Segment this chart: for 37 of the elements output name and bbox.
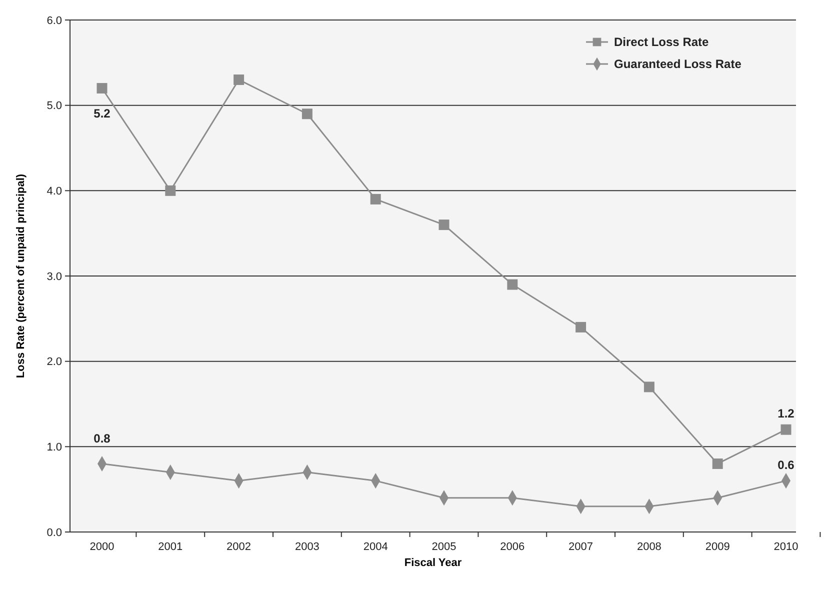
point bbox=[302, 108, 312, 120]
point bbox=[370, 194, 381, 204]
x-tick-label: 2001 bbox=[158, 541, 183, 553]
y-tick-label: 0.0 bbox=[46, 526, 62, 539]
point bbox=[438, 220, 450, 230]
point bbox=[165, 185, 176, 196]
x-tick-label: 2009 bbox=[705, 541, 730, 553]
data-label: 0.8 bbox=[94, 432, 111, 446]
data-label: 0.6 bbox=[778, 458, 795, 472]
x-tick-label: 2006 bbox=[500, 541, 525, 553]
y-tick-label: 3.0 bbox=[46, 270, 62, 283]
y-tick-label: 6.0 bbox=[46, 14, 62, 27]
y-axis-title: Loss Rate (percent of unpaid principal) bbox=[15, 174, 27, 378]
point bbox=[96, 83, 108, 94]
x-axis-title: Fiscal Year bbox=[404, 557, 462, 569]
x-tick-label: 2008 bbox=[636, 541, 662, 553]
data-label: 1.2 bbox=[778, 406, 795, 421]
point bbox=[780, 424, 792, 435]
x-tick-label: 2004 bbox=[363, 541, 388, 553]
y-tick-label: 1.0 bbox=[46, 442, 62, 454]
point bbox=[234, 74, 244, 85]
point bbox=[507, 279, 518, 290]
point bbox=[712, 458, 723, 469]
legend-label: Guaranteed Loss Rate bbox=[614, 57, 742, 72]
x-tick-label: 2000 bbox=[90, 541, 114, 553]
x-tick-label: 2005 bbox=[432, 541, 456, 553]
x-tick-label: 2007 bbox=[568, 541, 594, 553]
point bbox=[576, 322, 586, 332]
x-tick-label: 2003 bbox=[294, 541, 320, 553]
y-tick-label: 2.0 bbox=[46, 356, 62, 368]
legend-label: Direct Loss Rate bbox=[614, 35, 710, 50]
y-tick-label: 5.0 bbox=[46, 100, 62, 112]
x-tick-label: 2002 bbox=[226, 541, 252, 553]
x-tick-label: 2010 bbox=[774, 541, 798, 553]
data-label: 5.2 bbox=[94, 106, 111, 120]
y-tick-label: 4.0 bbox=[46, 186, 62, 198]
point bbox=[644, 382, 654, 392]
